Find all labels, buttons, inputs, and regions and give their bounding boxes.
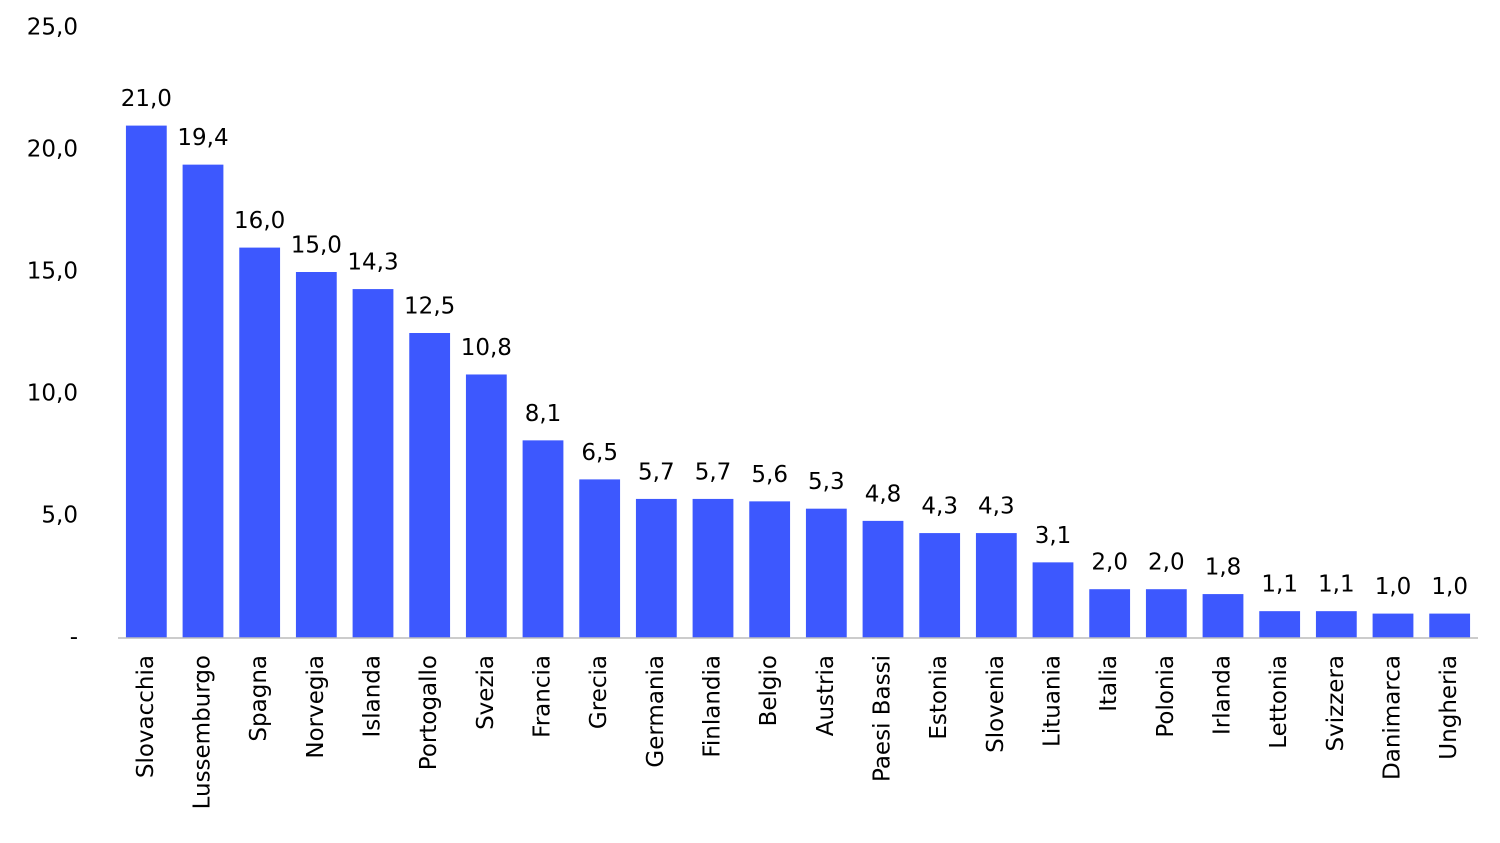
- x-tick-label: Ungheria: [1436, 655, 1462, 760]
- bar: [1315, 611, 1357, 638]
- x-tick-label: Lettonia: [1266, 655, 1292, 749]
- x-tick-label: Austria: [813, 655, 839, 736]
- value-label: 1,0: [1431, 574, 1468, 600]
- value-label: 19,4: [177, 125, 228, 151]
- x-tick-label: Lituania: [1040, 655, 1066, 747]
- value-label: 15,0: [291, 233, 342, 259]
- x-tick-label: Slovenia: [983, 655, 1009, 753]
- y-tick-label: 15,0: [27, 259, 78, 285]
- value-label: 6,5: [581, 440, 618, 466]
- x-tick-label: Finlandia: [700, 655, 726, 758]
- bar: [919, 533, 961, 638]
- bar: [692, 498, 734, 638]
- x-tick-label: Italia: [1096, 655, 1122, 712]
- value-label: 5,7: [638, 459, 675, 485]
- bar: [1372, 613, 1414, 638]
- x-tick-label: Paesi Bassi: [870, 655, 896, 782]
- value-label: 1,0: [1375, 574, 1412, 600]
- value-label: 4,3: [978, 494, 1015, 520]
- bar: [239, 247, 281, 638]
- bar: [805, 508, 847, 638]
- value-label: 5,3: [808, 469, 845, 495]
- value-label: 2,0: [1148, 550, 1185, 576]
- x-tick-label: Slovacchia: [133, 655, 159, 778]
- y-tick-label: 20,0: [27, 137, 78, 163]
- y-tick-label: -: [70, 625, 78, 651]
- value-label: 16,0: [234, 208, 285, 234]
- value-label: 5,7: [695, 459, 732, 485]
- value-label: 4,3: [921, 494, 958, 520]
- x-tick-label: Polonia: [1153, 655, 1179, 738]
- bar: [1202, 594, 1244, 638]
- x-tick-label: Germania: [643, 655, 669, 768]
- y-tick-label: 10,0: [27, 381, 78, 407]
- value-label: 5,6: [751, 462, 788, 488]
- value-label: 1,1: [1261, 572, 1298, 598]
- bar: [125, 125, 167, 639]
- x-tick-label: Irlanda: [1210, 655, 1236, 735]
- value-label: 1,8: [1205, 555, 1242, 581]
- value-label: 8,1: [525, 401, 562, 427]
- bar: [1429, 613, 1471, 638]
- x-tick-label: Spagna: [246, 655, 272, 742]
- bar: [352, 289, 394, 638]
- bar: [182, 164, 224, 638]
- value-label: 4,8: [865, 481, 902, 507]
- bar: [1259, 611, 1301, 638]
- value-label: 2,0: [1091, 550, 1128, 576]
- value-label: 10,8: [461, 335, 512, 361]
- x-tick-label: Lussemburgo: [190, 655, 216, 809]
- y-tick-label: 5,0: [41, 503, 78, 529]
- bar: [749, 501, 791, 638]
- x-tick-label: Grecia: [586, 655, 612, 729]
- x-tick-label: Danimarca: [1380, 655, 1406, 780]
- x-tick-label: Portogallo: [416, 655, 442, 770]
- bar: [862, 520, 904, 638]
- bar: [975, 533, 1017, 638]
- value-label: 3,1: [1035, 523, 1072, 549]
- bar: [1145, 589, 1187, 638]
- value-label: 14,3: [347, 250, 398, 276]
- bar: [465, 374, 507, 638]
- x-tick-label: Norvegia: [303, 655, 329, 759]
- x-tick-label: Estonia: [926, 655, 952, 740]
- x-tick-label: Francia: [530, 655, 556, 738]
- bar: [1089, 589, 1131, 638]
- bar: [522, 440, 564, 638]
- x-tick-label: Islanda: [360, 655, 386, 738]
- y-tick-label: 25,0: [27, 15, 78, 41]
- x-tick-label: Svizzera: [1323, 655, 1349, 751]
- bar: [295, 272, 337, 638]
- value-label: 12,5: [404, 294, 455, 320]
- x-tick-label: Belgio: [756, 655, 782, 726]
- value-label: 1,1: [1318, 572, 1355, 598]
- bar: [1032, 562, 1074, 638]
- bar: [579, 479, 621, 638]
- value-label: 21,0: [121, 86, 172, 112]
- bar: [635, 498, 677, 638]
- x-tick-label: Svezia: [473, 655, 499, 730]
- bar: [409, 333, 451, 638]
